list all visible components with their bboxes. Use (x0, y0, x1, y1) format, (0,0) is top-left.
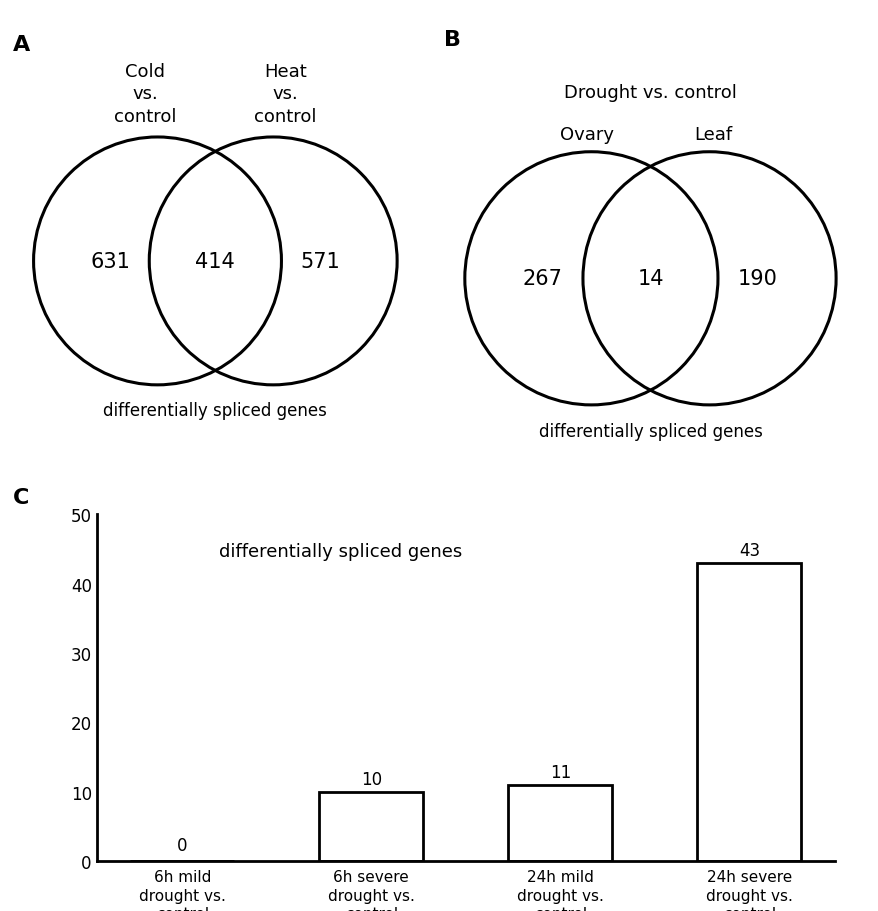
Text: 0: 0 (176, 836, 187, 854)
Text: C: C (13, 487, 30, 507)
Text: 11: 11 (549, 763, 571, 782)
Text: 571: 571 (300, 251, 340, 271)
Text: 190: 190 (738, 269, 777, 289)
Text: Heat
vs.
control: Heat vs. control (254, 63, 316, 126)
Text: 267: 267 (522, 269, 562, 289)
Bar (319, 792, 423, 861)
Text: 414: 414 (195, 251, 235, 271)
Text: Drought vs. control: Drought vs. control (564, 84, 736, 102)
Text: differentially spliced genes: differentially spliced genes (219, 542, 462, 560)
Text: 43: 43 (738, 542, 759, 559)
Bar (697, 563, 801, 861)
Bar (507, 784, 612, 861)
Text: Ovary: Ovary (559, 126, 614, 144)
Text: differentially spliced genes: differentially spliced genes (538, 423, 761, 440)
Text: Leaf: Leaf (694, 126, 732, 144)
Text: Cold
vs.
control: Cold vs. control (114, 63, 176, 126)
Text: B: B (443, 30, 460, 50)
Text: 631: 631 (90, 251, 130, 271)
Text: differentially spliced genes: differentially spliced genes (104, 402, 327, 420)
Text: 10: 10 (360, 770, 381, 788)
Text: 14: 14 (637, 269, 663, 289)
Text: A: A (13, 35, 30, 55)
